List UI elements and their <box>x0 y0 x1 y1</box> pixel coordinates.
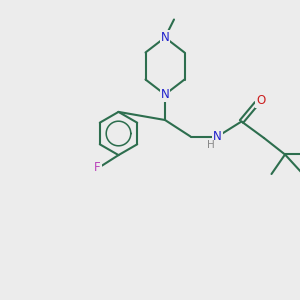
Text: O: O <box>256 94 266 107</box>
Text: N: N <box>160 31 169 44</box>
Text: N: N <box>160 88 169 101</box>
Text: N: N <box>213 130 222 143</box>
Text: F: F <box>94 160 101 174</box>
Text: H: H <box>207 140 215 151</box>
